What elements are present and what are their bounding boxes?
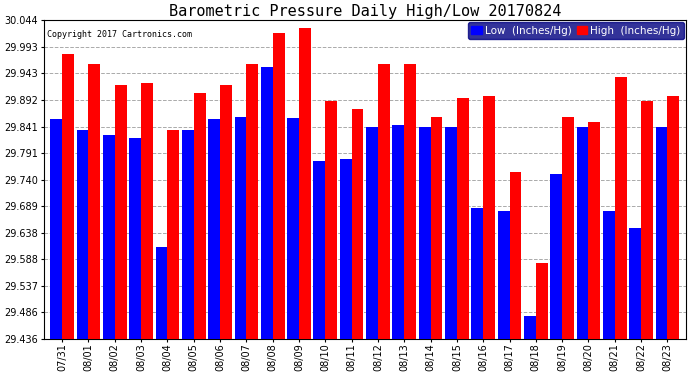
Bar — [194, 93, 206, 339]
Bar — [667, 96, 679, 339]
Bar — [352, 109, 364, 339]
Bar — [603, 211, 615, 339]
Bar — [287, 118, 299, 339]
Bar — [182, 130, 194, 339]
Bar — [273, 33, 284, 339]
Bar — [656, 127, 667, 339]
Bar — [129, 138, 141, 339]
Bar — [471, 208, 483, 339]
Bar — [115, 85, 127, 339]
Bar — [246, 64, 258, 339]
Bar — [551, 174, 562, 339]
Bar — [366, 127, 378, 339]
Bar — [483, 96, 495, 339]
Bar — [629, 228, 641, 339]
Bar — [577, 127, 589, 339]
Bar — [589, 122, 600, 339]
Bar — [378, 64, 390, 339]
Bar — [261, 67, 273, 339]
Bar — [155, 246, 168, 339]
Bar — [393, 124, 404, 339]
Bar — [562, 117, 574, 339]
Bar — [168, 130, 179, 339]
Bar — [404, 64, 416, 339]
Bar — [325, 101, 337, 339]
Bar — [299, 28, 310, 339]
Bar — [141, 82, 153, 339]
Bar — [497, 211, 509, 339]
Title: Barometric Pressure Daily High/Low 20170824: Barometric Pressure Daily High/Low 20170… — [168, 4, 561, 19]
Bar — [524, 316, 536, 339]
Bar — [235, 117, 246, 339]
Bar — [88, 64, 100, 339]
Bar — [208, 119, 220, 339]
Bar — [536, 263, 548, 339]
Bar — [509, 172, 522, 339]
Bar — [103, 135, 115, 339]
Bar — [431, 117, 442, 339]
Bar — [339, 159, 352, 339]
Bar — [313, 161, 325, 339]
Bar — [62, 54, 74, 339]
Bar — [641, 101, 653, 339]
Bar — [457, 98, 469, 339]
Bar — [445, 127, 457, 339]
Legend: Low  (Inches/Hg), High  (Inches/Hg): Low (Inches/Hg), High (Inches/Hg) — [469, 22, 684, 39]
Bar — [220, 85, 232, 339]
Bar — [77, 130, 88, 339]
Bar — [615, 77, 627, 339]
Bar — [50, 119, 62, 339]
Bar — [419, 127, 431, 339]
Text: Copyright 2017 Cartronics.com: Copyright 2017 Cartronics.com — [47, 30, 192, 39]
